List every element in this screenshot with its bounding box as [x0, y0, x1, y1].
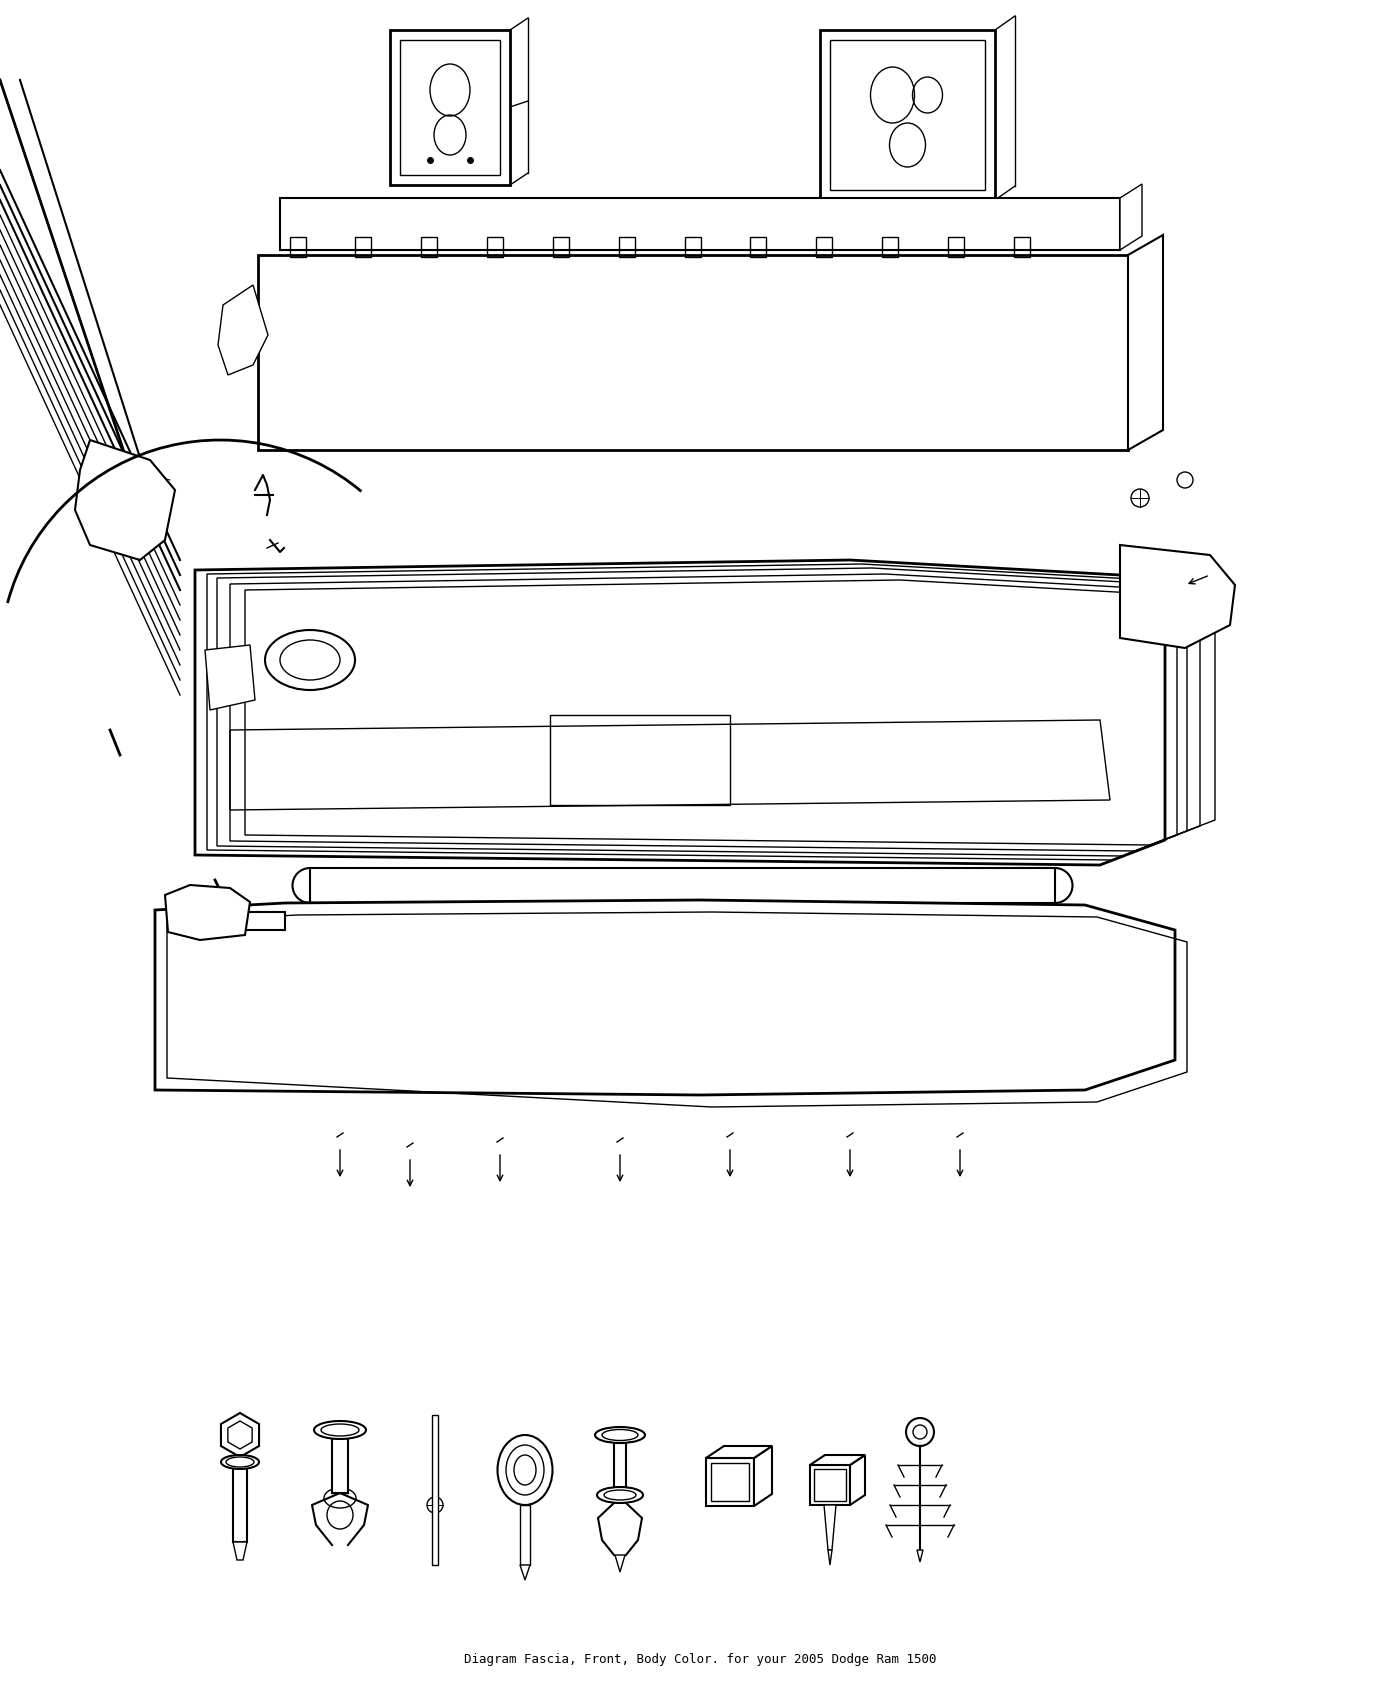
Bar [706, 1459, 755, 1506]
Polygon shape [218, 286, 267, 376]
Polygon shape [76, 440, 175, 559]
Bar [400, 41, 500, 175]
Bar [820, 31, 995, 201]
Bar [882, 236, 897, 257]
Polygon shape [155, 899, 1175, 1095]
Bar [519, 1504, 531, 1566]
Bar [433, 1414, 438, 1566]
Bar [258, 255, 1128, 450]
Ellipse shape [595, 1426, 645, 1443]
Polygon shape [1120, 184, 1142, 250]
Bar [813, 1469, 846, 1501]
Polygon shape [165, 886, 251, 940]
Polygon shape [755, 1447, 771, 1506]
Polygon shape [917, 1550, 923, 1562]
Polygon shape [825, 1504, 836, 1550]
Polygon shape [827, 1550, 832, 1566]
Bar [615, 1443, 626, 1494]
Bar [550, 716, 729, 806]
Bar [1014, 236, 1030, 257]
Polygon shape [195, 559, 1165, 865]
Polygon shape [519, 1566, 531, 1579]
Bar [356, 236, 371, 257]
Circle shape [427, 1498, 442, 1513]
Bar [816, 236, 832, 257]
Polygon shape [204, 644, 255, 711]
Polygon shape [811, 1455, 865, 1465]
Circle shape [906, 1418, 934, 1447]
Polygon shape [232, 1542, 246, 1561]
Bar [553, 236, 568, 257]
Polygon shape [850, 1455, 865, 1504]
Bar [811, 1465, 850, 1505]
Ellipse shape [497, 1435, 553, 1504]
Bar [190, 911, 286, 930]
Bar [391, 31, 510, 185]
Bar [290, 236, 307, 257]
Bar [711, 1464, 749, 1501]
Bar [750, 236, 766, 257]
Bar [421, 236, 437, 257]
Polygon shape [615, 1556, 624, 1572]
Bar [830, 41, 986, 190]
Bar [232, 1462, 246, 1542]
Polygon shape [1128, 235, 1163, 450]
Bar [332, 1438, 349, 1493]
Bar [948, 236, 965, 257]
Ellipse shape [596, 1488, 643, 1503]
Bar [685, 236, 701, 257]
Text: Diagram Fascia, Front, Body Color. for your 2005 Dodge Ram 1500: Diagram Fascia, Front, Body Color. for y… [463, 1654, 937, 1666]
Bar [309, 869, 1056, 903]
Bar [487, 236, 503, 257]
Polygon shape [221, 1413, 259, 1457]
Ellipse shape [221, 1455, 259, 1469]
Bar [280, 197, 1120, 250]
Polygon shape [1120, 546, 1235, 648]
Ellipse shape [314, 1421, 365, 1438]
Polygon shape [706, 1447, 771, 1459]
Bar [619, 236, 636, 257]
